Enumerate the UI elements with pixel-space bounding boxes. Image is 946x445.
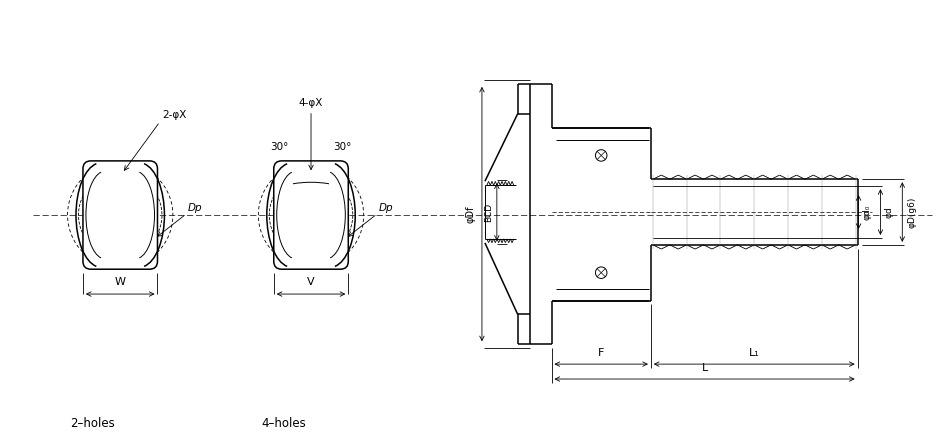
- Text: F: F: [598, 348, 604, 358]
- FancyBboxPatch shape: [273, 161, 348, 269]
- Text: Dp: Dp: [378, 203, 393, 213]
- Text: φD(g6): φD(g6): [907, 196, 917, 228]
- Text: 2-φX: 2-φX: [162, 109, 186, 120]
- Text: 30°: 30°: [270, 142, 289, 153]
- Text: φd₀: φd₀: [863, 204, 871, 220]
- Text: 30°: 30°: [334, 142, 352, 153]
- Text: 4–holes: 4–holes: [261, 417, 307, 430]
- Text: 4-φX: 4-φX: [299, 98, 324, 108]
- Text: φDf: φDf: [466, 205, 476, 223]
- Text: φd: φd: [885, 206, 893, 218]
- Text: W: W: [114, 277, 126, 287]
- Text: V: V: [307, 277, 315, 287]
- Text: Dp: Dp: [187, 203, 202, 213]
- Text: 2–holes: 2–holes: [71, 417, 115, 430]
- FancyBboxPatch shape: [83, 161, 157, 269]
- Text: L: L: [701, 363, 708, 373]
- Text: BCD: BCD: [483, 202, 493, 222]
- Text: L₁: L₁: [749, 348, 760, 358]
